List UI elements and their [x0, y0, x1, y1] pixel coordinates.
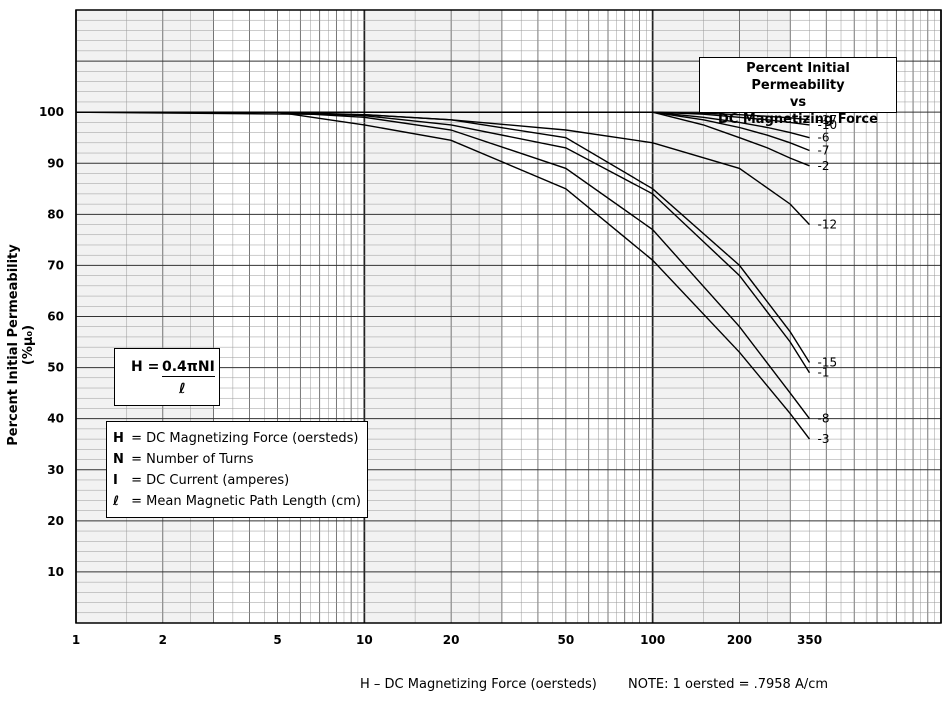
curves — [75, 111, 811, 440]
curve-label: -15 — [818, 355, 838, 369]
curve-label: -12 — [818, 218, 838, 232]
y-axis-label: Percent Initial Permeability (%μ₀) — [6, 244, 36, 446]
curve-labels: -17-10-6-7 -2 -12 -15-1 -8 -3 — [818, 113, 838, 446]
curve-line — [76, 111, 811, 420]
y-tick-label: 20 — [47, 514, 64, 528]
formula-numerator: 0.4πNI — [162, 359, 215, 377]
x-tick-label: 10 — [356, 633, 373, 647]
x-tick-labels: 1 2 5 10 20 50 100 200 350 — [72, 633, 822, 647]
definition-row: N = Number of Turns — [113, 449, 367, 470]
definition-text: = Number of Turns — [131, 452, 254, 467]
curve-label: -6 — [818, 131, 830, 145]
x-tick-label: 350 — [797, 633, 822, 647]
y-tick-labels: 10 20 30 40 50 60 70 80 90 100 — [39, 105, 64, 579]
x-tick-label: 100 — [640, 633, 665, 647]
curve-label: -3 — [818, 432, 830, 446]
definitions-box: H = DC Magnetizing Force (oersteds) N = … — [106, 421, 368, 518]
curve-line — [76, 111, 810, 167]
y-tick-label: 70 — [47, 258, 64, 272]
unit-note: NOTE: 1 oersted = .7958 A/cm — [628, 677, 829, 692]
definition-row: ℓ = Mean Magnetic Path Length (cm) — [113, 491, 367, 512]
x-tick-label: 1 — [72, 633, 80, 647]
definition-row: I = DC Current (amperes) — [113, 470, 367, 491]
definition-symbol: ℓ — [113, 494, 120, 509]
formula-box: H = 0.4πNI ℓ — [114, 348, 220, 406]
chart-title-line-2: vs — [789, 95, 807, 110]
x-tick-label: 200 — [727, 633, 752, 647]
x-tick-label: 50 — [558, 633, 575, 647]
x-tick-label: 5 — [273, 633, 281, 647]
y-tick-label: 10 — [47, 565, 64, 579]
curve-label: -7 — [818, 143, 830, 157]
curve-label: -1 — [818, 366, 830, 380]
curve-label: -2 — [818, 159, 830, 173]
curve-line — [76, 111, 811, 440]
chart-title-box: Percent Initial Permeability vs DC Magne… — [699, 57, 897, 127]
x-tick-label: 2 — [159, 633, 167, 647]
chart-title-line-1: Percent Initial Permeability — [746, 61, 850, 93]
y-tick-label: 100 — [39, 105, 64, 119]
curve-label: -8 — [818, 412, 830, 426]
plot-border — [75, 9, 942, 624]
y-tick-label: 50 — [47, 361, 64, 375]
y-tick-label: 90 — [47, 156, 64, 170]
y-tick-label: 30 — [47, 463, 64, 477]
curve-label: -17 — [818, 113, 838, 127]
definition-row: H = DC Magnetizing Force (oersteds) — [113, 428, 367, 449]
y-tick-label: 80 — [47, 207, 64, 221]
curve-label: -10 — [818, 118, 838, 132]
definition-text: = DC Magnetizing Force (oersteds) — [131, 431, 359, 446]
definition-symbol: I — [113, 473, 118, 488]
definition-text: = DC Current (amperes) — [131, 473, 290, 488]
chart-title-line-3: DC Magnetizing Force — [718, 112, 878, 127]
definition-symbol: N — [113, 452, 124, 467]
x-tick-label: 20 — [443, 633, 460, 647]
y-tick-label: 60 — [47, 310, 64, 324]
formula-denominator: ℓ — [179, 381, 186, 397]
x-axis-label: H – DC Magnetizing Force (oersteds) — [360, 677, 597, 692]
definition-symbol: H — [113, 431, 124, 446]
y-tick-label: 40 — [47, 412, 64, 426]
definition-text: = Mean Magnetic Path Length (cm) — [131, 494, 361, 509]
formula-lhs: H = — [131, 359, 160, 375]
